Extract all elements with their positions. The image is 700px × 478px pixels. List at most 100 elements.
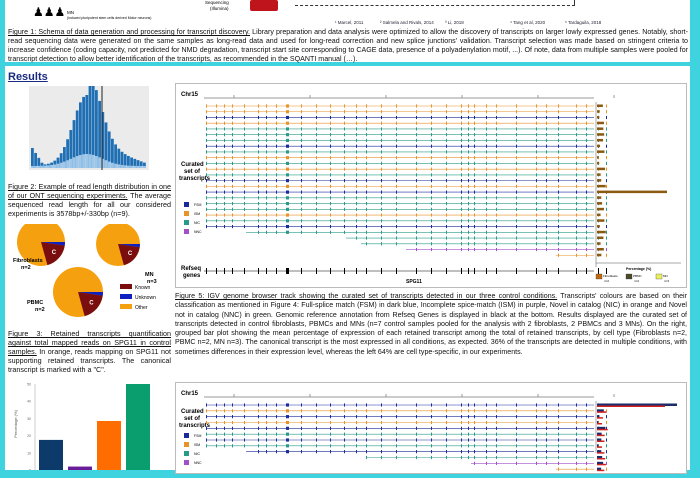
exon — [416, 150, 417, 153]
class-label: NNC — [194, 230, 202, 234]
exon — [558, 409, 559, 412]
exon — [266, 213, 267, 216]
expression-bar — [597, 202, 602, 205]
exon — [536, 248, 537, 251]
exon — [330, 104, 331, 107]
exon — [244, 196, 245, 199]
exon — [546, 225, 547, 228]
exon — [266, 173, 267, 176]
refseq-exon — [232, 268, 233, 274]
exon — [486, 162, 487, 165]
exon — [301, 185, 302, 188]
exon — [536, 427, 537, 430]
exon — [232, 104, 233, 107]
exon — [381, 219, 382, 222]
exon — [356, 104, 357, 107]
exon — [446, 213, 447, 216]
exon — [431, 179, 432, 182]
exon — [396, 196, 397, 199]
exon — [446, 231, 447, 234]
refseq-exon — [366, 268, 367, 274]
exon — [474, 104, 475, 107]
exon — [316, 231, 317, 234]
track-label: Curated — [181, 162, 204, 168]
exon — [486, 122, 487, 125]
exon — [396, 168, 397, 171]
pass-bar — [117, 164, 120, 168]
exon — [286, 150, 289, 153]
exon — [301, 150, 302, 153]
exon — [496, 150, 497, 153]
exon — [232, 127, 233, 130]
exon — [366, 196, 367, 199]
exon — [586, 208, 587, 211]
expression-bar — [597, 156, 599, 159]
expression-bar — [597, 122, 604, 125]
bar-legend-label: PBMC — [633, 274, 643, 278]
exon — [468, 433, 469, 436]
exon — [416, 456, 417, 459]
exon — [586, 248, 587, 251]
exon — [606, 236, 607, 239]
exon — [576, 242, 577, 245]
exon — [216, 139, 217, 142]
exon — [316, 162, 317, 165]
exon — [316, 415, 317, 418]
exon — [266, 427, 267, 430]
exon — [381, 122, 382, 125]
exon — [576, 433, 577, 436]
exon — [576, 162, 577, 165]
exon — [276, 403, 277, 406]
exon — [558, 179, 559, 182]
pass-bar — [66, 160, 69, 168]
class-swatch — [184, 433, 189, 438]
exon — [576, 225, 577, 228]
exon — [381, 145, 382, 148]
exon — [232, 162, 233, 165]
exon — [496, 191, 497, 194]
exon — [366, 208, 367, 211]
exon — [431, 450, 432, 453]
exon — [446, 179, 447, 182]
exon — [474, 403, 475, 406]
exon — [244, 145, 245, 148]
igv-panel-1: Chr15 Curated set of transcripts FSM ISM NIC NN… — [175, 83, 687, 288]
exon — [416, 168, 417, 171]
exon — [536, 191, 537, 194]
exon — [366, 145, 367, 148]
exon — [536, 145, 537, 148]
exon — [576, 409, 577, 412]
exon — [586, 415, 587, 418]
y-tick-label: 10 — [27, 451, 31, 455]
refseq-exon — [244, 268, 245, 274]
exon — [431, 219, 432, 222]
exon — [258, 110, 259, 113]
exon — [431, 421, 432, 424]
pass-bar — [57, 164, 60, 168]
exon — [576, 444, 577, 447]
ref-1: ¹ Marcel, 2011 — [335, 20, 363, 25]
exon — [536, 450, 537, 453]
exon — [431, 438, 432, 441]
exon — [516, 421, 517, 424]
exon — [536, 104, 537, 107]
exon — [396, 150, 397, 153]
class-label: FSM — [194, 203, 201, 207]
exon — [232, 156, 233, 159]
exon — [558, 415, 559, 418]
exon — [286, 202, 289, 205]
exon — [216, 444, 217, 447]
exon — [301, 433, 302, 436]
refseq-exon — [344, 268, 345, 274]
exon — [486, 110, 487, 113]
exon — [244, 133, 245, 136]
exon — [396, 409, 397, 412]
bar — [126, 384, 150, 470]
exon — [496, 139, 497, 142]
exon — [206, 173, 207, 176]
exon — [396, 191, 397, 194]
exon — [381, 110, 382, 113]
exon — [486, 225, 487, 228]
exon — [558, 225, 559, 228]
exon — [496, 219, 497, 222]
